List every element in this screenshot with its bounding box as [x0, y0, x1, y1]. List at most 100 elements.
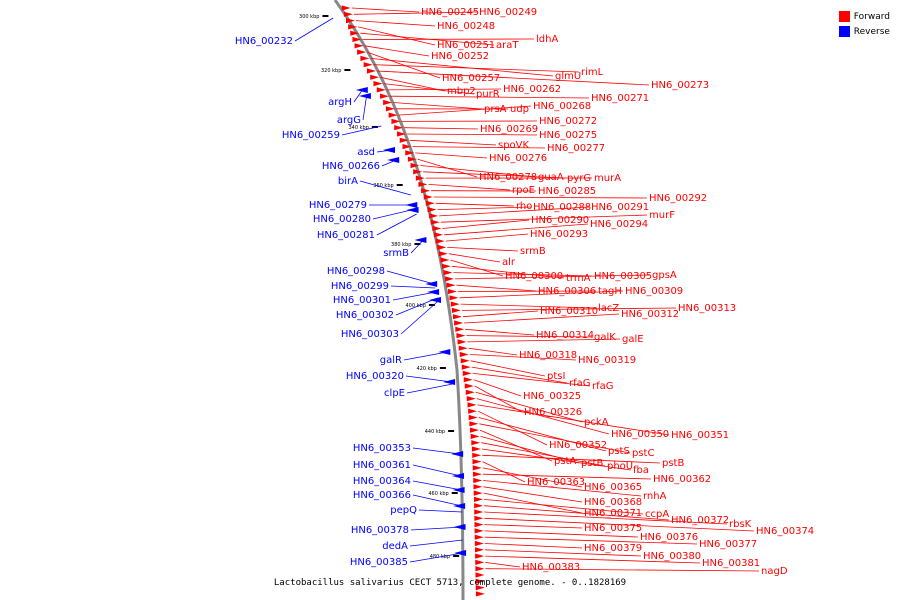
gene-label: rfaG — [592, 381, 614, 392]
leader-line — [464, 313, 620, 324]
leader-line — [481, 442, 606, 467]
forward-feature — [472, 465, 482, 471]
gene-label: HN6_00285 — [538, 186, 596, 197]
gene-label: prsA — [484, 104, 507, 115]
gene-label: ldhA — [536, 34, 558, 45]
gene-label: nagD — [761, 566, 788, 577]
leader-line — [485, 568, 760, 572]
reverse-feature — [452, 473, 465, 479]
forward-feature — [474, 515, 484, 521]
leader-line — [484, 543, 583, 549]
gene-label: HN6_00372 — [671, 515, 729, 526]
gene-label: HN6_00291 — [591, 202, 649, 213]
forward-feature — [474, 528, 484, 534]
tick-label: 360 kbp — [373, 183, 393, 189]
leader-line — [478, 417, 607, 452]
leader-line — [461, 307, 677, 311]
legend-forward: Forward — [838, 9, 890, 24]
forward-feature — [474, 509, 484, 515]
forward-feature — [463, 377, 473, 383]
gene-label: HN6_00366 — [353, 490, 411, 501]
reverse-feature — [429, 297, 441, 303]
leader-line — [439, 206, 590, 217]
leader-line — [459, 290, 624, 299]
forward-feature — [474, 540, 484, 547]
forward-feature — [444, 276, 454, 282]
leader-line — [483, 486, 583, 503]
gene-label: HN6_00280 — [313, 214, 371, 225]
forward-feature — [453, 314, 463, 320]
leader-line — [294, 17, 334, 42]
forward-feature — [475, 591, 485, 597]
leader-line — [428, 184, 511, 191]
leader-line — [376, 213, 417, 236]
reverse-feature — [438, 349, 451, 355]
gene-label: HN6_00314 — [536, 330, 594, 341]
gene-label: purR — [476, 89, 500, 100]
forward-feature — [346, 18, 356, 24]
gene-label: birA — [338, 176, 358, 187]
gene-label: HN6_00251 — [437, 40, 495, 51]
leader-line — [475, 391, 583, 423]
gene-label: HN6_00371 — [584, 508, 642, 519]
forward-feature — [425, 200, 435, 206]
gene-label: HN6_00266 — [322, 161, 380, 172]
leader-line — [466, 335, 593, 338]
gene-label: murF — [649, 210, 675, 221]
gene-label: trmA — [566, 273, 591, 284]
leader-line — [468, 347, 518, 356]
forward-feature — [441, 263, 451, 269]
forward-feature — [470, 427, 480, 433]
forward-feature — [458, 345, 468, 351]
gene-label: HN6_00365 — [584, 482, 642, 493]
leader-line — [412, 146, 546, 149]
forward-feature — [363, 62, 373, 68]
gene-label: araT — [496, 40, 519, 51]
leader-line — [373, 64, 580, 73]
forward-feature — [440, 257, 450, 263]
forward-feature — [438, 251, 448, 257]
genome-caption: Lactobacillus salivarius CECT 5713, comp… — [273, 578, 627, 588]
leader-line — [398, 105, 532, 116]
forward-feature — [456, 333, 466, 339]
leader-line — [465, 328, 535, 336]
forward-feature — [474, 503, 484, 509]
gene-label: HN6_00303 — [341, 329, 399, 340]
forward-feature — [457, 339, 467, 345]
leader-line — [483, 499, 644, 515]
forward-feature — [435, 238, 445, 244]
gene-label: asd — [357, 147, 375, 158]
leader-line — [406, 383, 453, 394]
gene-label: HN6_00232 — [235, 36, 293, 47]
forward-feature — [357, 49, 367, 55]
forward-feature — [470, 433, 480, 439]
forward-feature — [429, 213, 439, 219]
leader-line — [403, 351, 448, 361]
forward-feature — [348, 24, 358, 30]
gene-label: HN6_00363 — [527, 477, 585, 488]
forward-feature — [380, 93, 390, 99]
leader-line — [485, 562, 521, 568]
reverse-feature — [358, 93, 371, 99]
forward-feature — [443, 270, 453, 276]
gene-label: HN6_00351 — [671, 430, 729, 441]
forward-feature — [418, 181, 428, 187]
leader-line — [418, 509, 463, 513]
leader-line — [485, 555, 701, 564]
gene-label: rho — [516, 201, 532, 212]
leader-line — [341, 125, 382, 136]
leader-line — [410, 239, 424, 254]
gene-label: guaA — [538, 172, 564, 183]
forward-feature — [383, 99, 393, 106]
forward-feature — [471, 440, 481, 446]
forward-feature — [475, 566, 485, 572]
forward-feature — [471, 446, 481, 452]
gene-label: HN6_00277 — [547, 143, 605, 154]
leader-line — [481, 448, 632, 471]
gene-label: HN6_00262 — [503, 84, 561, 95]
leader-line — [423, 171, 566, 179]
gene-label: HN6_00248 — [437, 21, 495, 32]
gene-label: HN6_00377 — [699, 539, 757, 550]
leader-line — [353, 87, 365, 103]
leader-line — [420, 165, 537, 178]
